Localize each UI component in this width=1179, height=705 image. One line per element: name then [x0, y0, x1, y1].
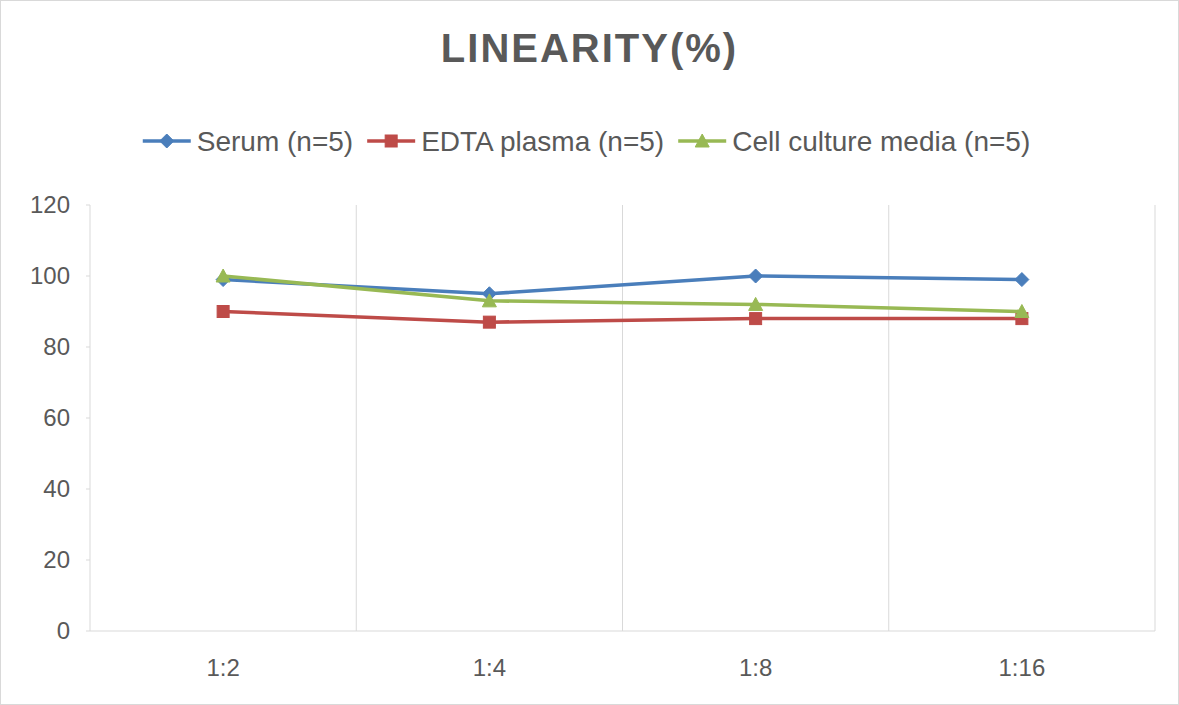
y-tick — [86, 489, 90, 490]
y-tick-label: 60 — [43, 404, 70, 431]
x-tick-label: 1:8 — [739, 654, 772, 681]
chart: LINEARITY(%) 0 20 40 60 80 100 120 1:2 1:4 1:8 1:16… — [0, 0, 1179, 705]
point — [1015, 273, 1029, 287]
y-tick-label: 40 — [43, 475, 70, 502]
legend-label: EDTA plasma (n=5) — [421, 126, 664, 157]
point — [483, 316, 495, 328]
plot-area — [216, 269, 1029, 328]
legend-item: EDTA plasma (n=5) — [367, 126, 664, 157]
legend: Serum (n=5) EDTA plasma (n=5) Cell culture… — [143, 126, 1030, 157]
x-tick-label: 1:4 — [473, 654, 506, 681]
series-line — [223, 312, 1022, 323]
legend-label: Cell culture media (n=5) — [732, 126, 1030, 157]
background — [1, 1, 1179, 705]
y-tick-label: 80 — [43, 333, 70, 360]
point — [216, 269, 230, 282]
point — [749, 297, 763, 310]
grid-line — [622, 205, 623, 631]
legend-marker — [695, 134, 709, 147]
title: LINEARITY(%) — [441, 26, 738, 70]
y-tick-label: 100 — [30, 262, 70, 289]
point — [1015, 305, 1029, 318]
point — [217, 306, 229, 318]
point — [750, 313, 762, 325]
x-axis — [90, 631, 1155, 632]
legend-item: Cell culture media (n=5) — [678, 126, 1030, 157]
y-tick-label: 120 — [30, 191, 70, 218]
y-tick — [86, 276, 90, 277]
point — [749, 269, 763, 283]
grid-line — [1155, 205, 1156, 631]
y-tick-label: 20 — [43, 546, 70, 573]
legend-marker — [160, 134, 174, 148]
grid-line — [356, 205, 357, 631]
x-tick-label: 1:2 — [206, 654, 239, 681]
y-tick — [86, 205, 90, 206]
x-tick-label: 1:16 — [999, 654, 1046, 681]
grid-line — [888, 205, 889, 631]
point — [482, 294, 496, 307]
series-line — [223, 276, 1022, 312]
y-tick-label: 0 — [57, 617, 70, 644]
y-tick — [86, 560, 90, 561]
y-tick — [86, 418, 90, 419]
legend-label: Serum (n=5) — [197, 126, 353, 157]
legend-item: Serum (n=5) — [143, 126, 353, 157]
legend-marker — [385, 135, 397, 147]
y-tick — [86, 347, 90, 348]
series-line — [223, 276, 1022, 294]
y-tick — [86, 631, 90, 632]
